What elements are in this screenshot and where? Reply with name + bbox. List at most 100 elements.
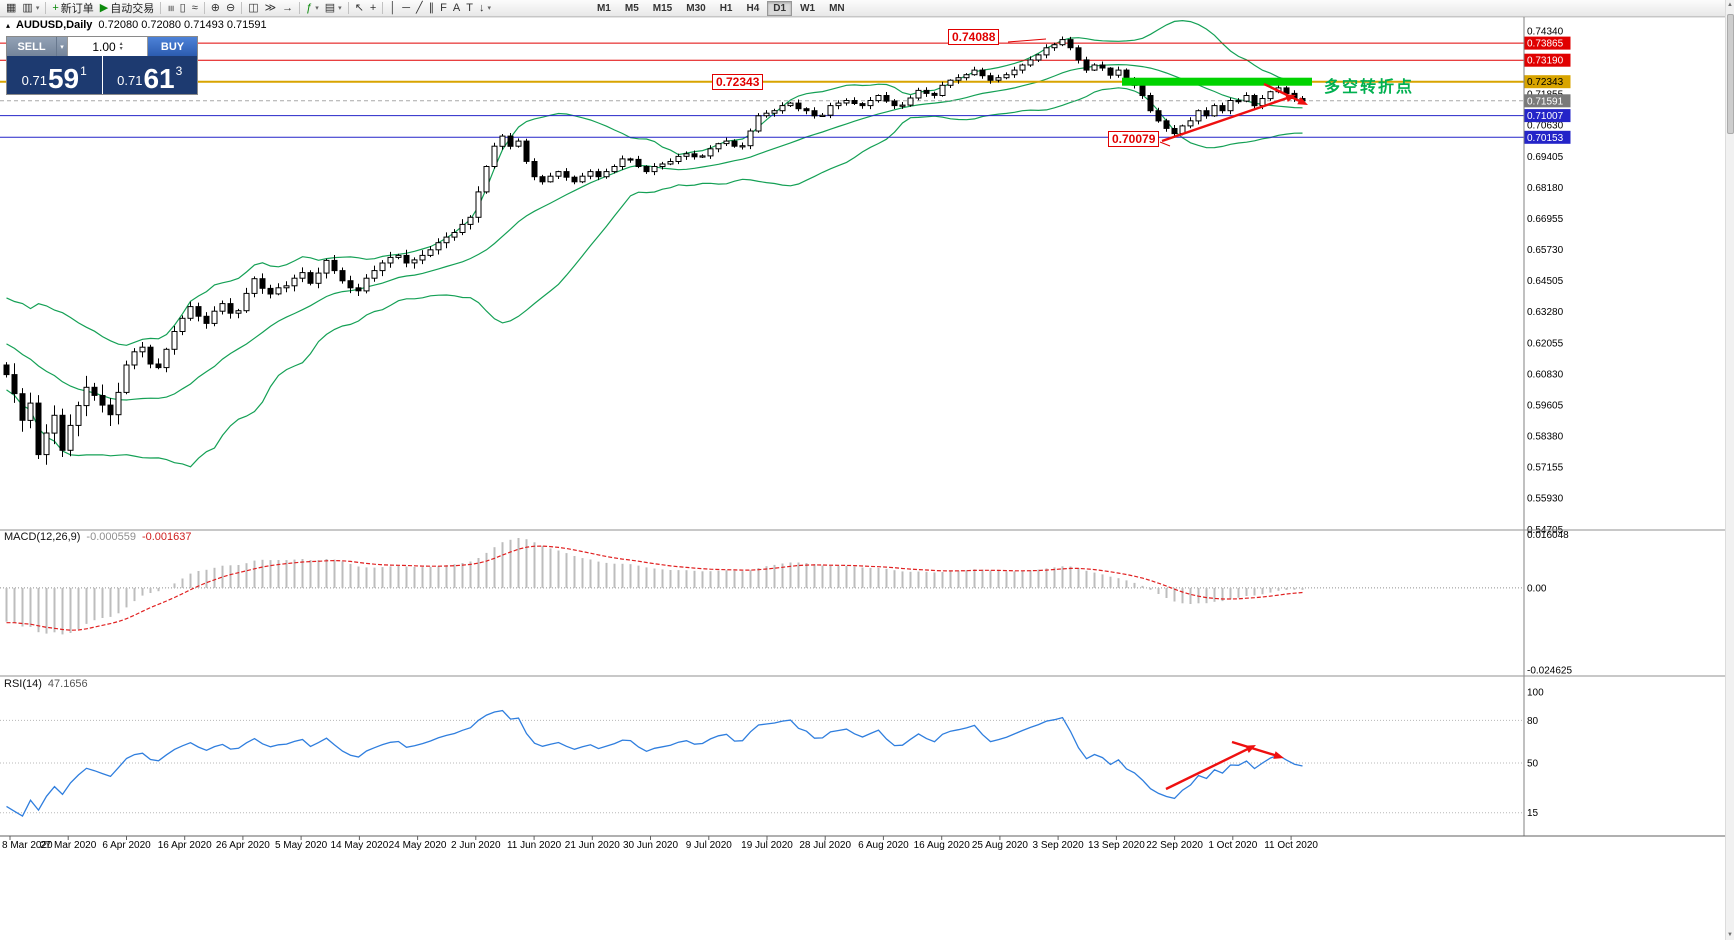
fibonacci-icon[interactable]: F xyxy=(437,1,450,16)
channel-icon[interactable]: ∥ xyxy=(426,1,438,16)
time-axis-label[interactable]: 6 Aug 2020 xyxy=(858,840,909,851)
timeframe-button-m15[interactable]: M15 xyxy=(652,2,673,14)
trendline-icon[interactable]: ╱ xyxy=(413,1,426,16)
cursor-icon[interactable]: ↖ xyxy=(352,1,367,16)
bull-candle-body xyxy=(683,153,690,157)
bear-candle-body xyxy=(1099,64,1106,69)
time-axis-label[interactable]: 5 May 2020 xyxy=(275,840,328,851)
bull-candle-body xyxy=(1019,64,1026,71)
buy-price-display[interactable]: 0.71 61 3 xyxy=(102,56,197,94)
auto-scroll-icon[interactable]: ≫ xyxy=(262,1,280,16)
indicators-icon[interactable]: ƒ ▾ xyxy=(303,1,322,16)
support-zone-bar[interactable] xyxy=(1122,77,1312,86)
new-chart-icon[interactable]: ▦ xyxy=(3,1,19,16)
time-axis-label[interactable]: 8 Mar 2020 xyxy=(2,840,53,851)
chevron-down-icon[interactable]: ▾ xyxy=(315,5,319,12)
time-axis-label[interactable]: 16 Apr 2020 xyxy=(158,840,212,851)
timeframe-button-m30[interactable]: M30 xyxy=(686,2,706,14)
chart-shift-icon[interactable]: → xyxy=(279,1,296,16)
main-toolbar: ▦ ▥ ▾ + 新订单 ▶ 自动交易 ≡ ▯ ≈ ⊕ ⊖ ◫ ≫ → ƒ ▾ ▤ ▾ ↖ + │ ─ ╱ ∥ F A T ↓ ▾ M1 M5 M… xyxy=(0,0,1734,17)
crosshair-icon[interactable]: + xyxy=(367,1,379,16)
price-axis-label: 0.60830 xyxy=(1527,369,1564,380)
timeframe-button-h4[interactable]: H4 xyxy=(746,2,760,14)
time-axis-label[interactable]: 27 Mar 2020 xyxy=(40,840,97,851)
scroll-down-icon[interactable]: ▼ xyxy=(1727,932,1733,938)
time-axis-label[interactable]: 19 Jul 2020 xyxy=(741,840,793,851)
time-axis-label[interactable]: 26 Apr 2020 xyxy=(216,840,270,851)
horizontal-line-icon[interactable]: ─ xyxy=(399,1,413,16)
volume-up-icon[interactable]: ▴ xyxy=(119,40,123,47)
bull-candle-body xyxy=(747,130,754,147)
vertical-scrollbar[interactable]: ▲ ▼ xyxy=(1725,0,1734,940)
time-axis-label[interactable]: 25 Aug 2020 xyxy=(972,840,1029,851)
volume-value[interactable]: 1.00 xyxy=(92,39,116,54)
price-callout-mid[interactable]: 0.72343 xyxy=(712,74,764,90)
scrollbar-thumb[interactable] xyxy=(1727,14,1734,134)
label-icon-glyph: T xyxy=(466,1,473,14)
chevron-down-icon[interactable]: ▾ xyxy=(338,5,342,12)
scroll-up-icon[interactable]: ▲ xyxy=(1727,2,1733,8)
zoom-out-icon[interactable]: ⊖ xyxy=(223,1,238,16)
time-axis-label[interactable]: 6 Apr 2020 xyxy=(102,840,151,851)
text-icon[interactable]: A xyxy=(450,1,463,16)
trend-arrow-shaft[interactable] xyxy=(1161,96,1290,143)
price-callout-high[interactable]: 0.74088 xyxy=(948,29,1000,45)
time-axis-label[interactable]: 3 Sep 2020 xyxy=(1033,840,1085,851)
time-axis-label[interactable]: 16 Aug 2020 xyxy=(914,840,971,851)
bull-candle-body xyxy=(779,105,786,112)
label-icon[interactable]: T xyxy=(463,1,476,16)
time-axis-label[interactable]: 2 Jun 2020 xyxy=(451,840,501,851)
volume-field[interactable]: 1.00 ▴ ▾ xyxy=(67,37,148,56)
vertical-line-icon[interactable]: │ xyxy=(386,1,399,16)
trend-arrow-shaft[interactable] xyxy=(1165,747,1251,791)
volume-stepper[interactable]: ▴ ▾ xyxy=(119,40,123,52)
chevron-down-icon[interactable]: ▾ xyxy=(35,5,40,12)
new-chart-icon-glyph: ▦ xyxy=(6,1,17,14)
bear-candle-body xyxy=(795,102,802,110)
time-axis-label[interactable]: 30 Jun 2020 xyxy=(623,840,678,851)
sell-button[interactable]: SELL xyxy=(7,37,56,56)
timeframe-button-mn[interactable]: MN xyxy=(829,2,845,14)
chevron-down-icon[interactable]: ▾ xyxy=(487,5,491,12)
buy-button[interactable]: BUY xyxy=(148,37,197,56)
timeframe-button-m5[interactable]: M5 xyxy=(624,2,639,14)
bear-candle-body xyxy=(1075,47,1082,61)
time-axis-label[interactable]: 24 May 2020 xyxy=(389,840,447,851)
sell-dropdown-icon[interactable]: ▾ xyxy=(56,37,67,56)
volume-down-icon[interactable]: ▾ xyxy=(119,45,123,52)
bull-candle-body xyxy=(867,100,874,107)
timeframe-button-w1[interactable]: W1 xyxy=(800,2,816,14)
bull-candle-body xyxy=(843,100,850,104)
bear-candle-body xyxy=(627,158,634,161)
time-axis-label[interactable]: 14 May 2020 xyxy=(330,840,388,851)
time-axis-label[interactable]: 9 Jul 2020 xyxy=(686,840,733,851)
trend-arrow-shaft[interactable] xyxy=(1263,82,1303,104)
timeframe-button-h1[interactable]: H1 xyxy=(719,2,733,14)
time-axis-label[interactable]: 13 Sep 2020 xyxy=(1088,840,1145,851)
time-axis-label[interactable]: 22 Sep 2020 xyxy=(1146,840,1203,851)
time-axis-label[interactable]: 21 Jun 2020 xyxy=(565,840,620,851)
time-axis-label[interactable]: 11 Jun 2020 xyxy=(507,840,562,851)
timeframe-button-d1[interactable]: D1 xyxy=(767,0,793,16)
templates-icon[interactable]: ▤ ▾ xyxy=(322,1,345,16)
collapse-chart-icon[interactable]: ▴ xyxy=(6,20,11,30)
timeframe-button-m1[interactable]: M1 xyxy=(596,2,611,14)
price-callout-low[interactable]: 0.70079 xyxy=(1108,131,1160,147)
profiles-icon[interactable]: ▥ ▾ xyxy=(19,1,42,16)
arrows-tool-icon[interactable]: ↓ ▾ xyxy=(476,1,494,16)
time-axis-label[interactable]: 1 Oct 2020 xyxy=(1208,840,1257,851)
bull-candle-body xyxy=(315,272,322,284)
time-axis-label[interactable]: 11 Oct 2020 xyxy=(1264,840,1318,851)
trend-arrow-shaft[interactable] xyxy=(1231,740,1278,758)
candlestick-chart-icon[interactable]: ▯ xyxy=(177,1,189,16)
autotrading-button[interactable]: ▶ 自动交易 xyxy=(97,1,157,16)
new-order-button[interactable]: + 新订单 xyxy=(49,1,96,16)
zoom-in-icon[interactable]: ⊕ xyxy=(208,1,223,16)
line-chart-icon[interactable]: ≈ xyxy=(189,1,201,16)
bar-chart-icon[interactable]: ≡ xyxy=(164,1,177,16)
chart-shift-icon-glyph: → xyxy=(282,1,294,14)
sell-price-display[interactable]: 0.71 59 1 xyxy=(7,56,102,94)
tile-windows-icon[interactable]: ◫ xyxy=(245,1,261,16)
time-axis-label[interactable]: 28 Jul 2020 xyxy=(799,840,851,851)
